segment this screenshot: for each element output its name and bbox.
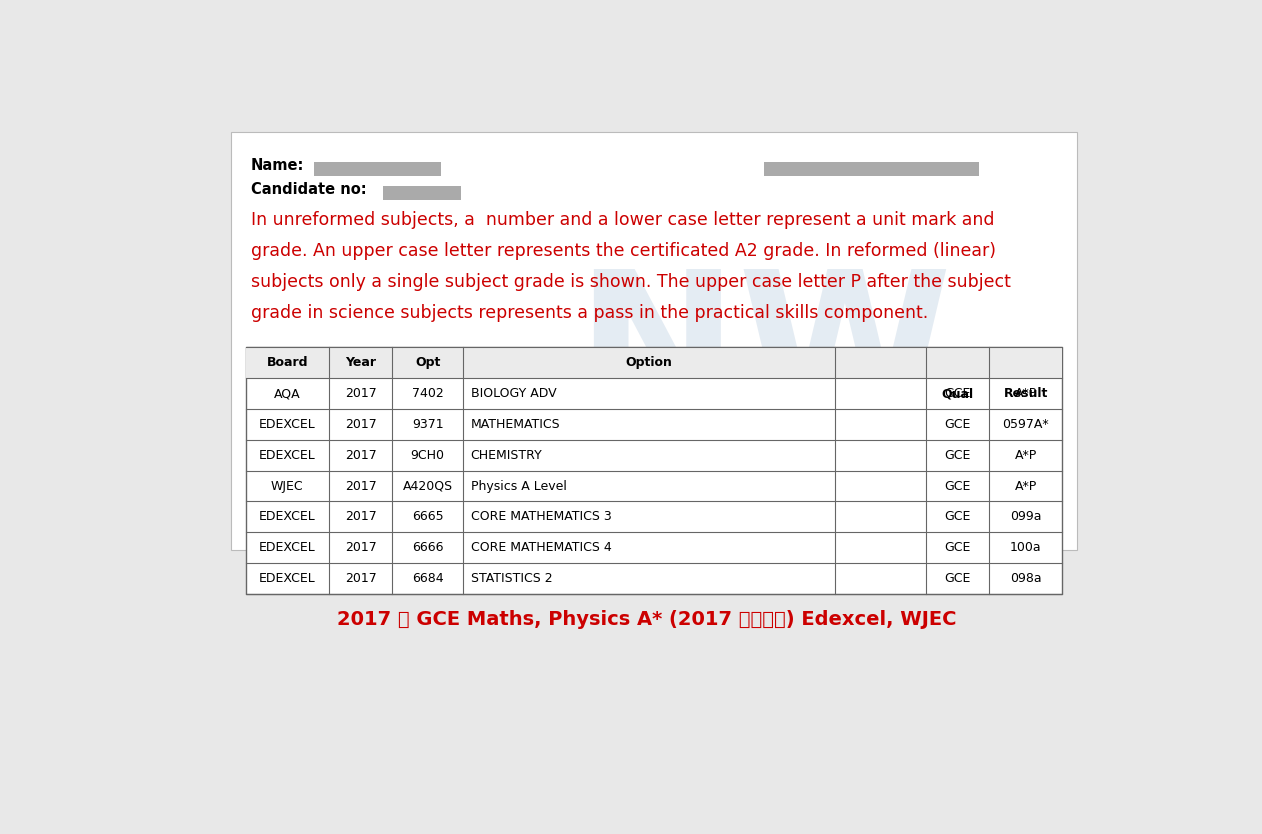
Text: 0597A*: 0597A*	[1002, 418, 1049, 431]
Text: 9371: 9371	[411, 418, 443, 431]
Text: Result: Result	[1003, 387, 1047, 400]
Text: 2017: 2017	[345, 510, 376, 524]
Text: 6665: 6665	[411, 510, 443, 524]
Text: 100a: 100a	[1010, 541, 1041, 554]
Text: grade in science subjects represents a pass in the practical skills component.: grade in science subjects represents a p…	[251, 304, 928, 322]
Text: GCE: GCE	[944, 480, 970, 493]
Text: A*P: A*P	[1015, 449, 1037, 462]
Text: 6684: 6684	[411, 572, 443, 585]
FancyBboxPatch shape	[231, 133, 1078, 550]
Text: grade. An upper case letter represents the certificated A2 grade. In reformed (l: grade. An upper case letter represents t…	[251, 242, 996, 260]
Text: Board: Board	[266, 356, 308, 369]
Text: Physics A Level: Physics A Level	[471, 480, 567, 493]
Text: EDEXCEL: EDEXCEL	[259, 510, 316, 524]
Text: 2017: 2017	[345, 480, 376, 493]
Text: CHEMISTRY: CHEMISTRY	[471, 449, 543, 462]
Text: 2017: 2017	[345, 572, 376, 585]
Text: GCE: GCE	[944, 387, 970, 400]
Text: GCE: GCE	[944, 541, 970, 554]
Text: NW: NW	[575, 263, 953, 451]
Text: A*P: A*P	[1015, 387, 1037, 400]
Text: Candidate no:: Candidate no:	[251, 183, 366, 198]
Text: GCE: GCE	[944, 449, 970, 462]
Text: GCE: GCE	[944, 510, 970, 524]
Text: 2017: 2017	[345, 541, 376, 554]
Text: 9CH0: 9CH0	[410, 449, 444, 462]
Bar	[246, 347, 1063, 378]
Bar	[246, 347, 1063, 594]
Text: GCE: GCE	[944, 572, 970, 585]
Text: AQA: AQA	[274, 387, 300, 400]
Text: subjects only a single subject grade is shown. The upper case letter P after the: subjects only a single subject grade is …	[251, 273, 1011, 291]
FancyBboxPatch shape	[382, 186, 461, 200]
Text: 7402: 7402	[411, 387, 443, 400]
Text: A*P: A*P	[1015, 480, 1037, 493]
Text: 2017: 2017	[345, 387, 376, 400]
Text: CORE MATHEMATICS 3: CORE MATHEMATICS 3	[471, 510, 612, 524]
Text: EDEXCEL: EDEXCEL	[259, 418, 316, 431]
Text: Year: Year	[346, 356, 376, 369]
Text: CORE MATHEMATICS 4: CORE MATHEMATICS 4	[471, 541, 612, 554]
FancyBboxPatch shape	[765, 162, 979, 176]
Text: Qual: Qual	[941, 387, 973, 400]
Text: GCE: GCE	[944, 418, 970, 431]
Text: 098a: 098a	[1010, 572, 1041, 585]
Text: Opt: Opt	[415, 356, 440, 369]
Text: 2017 年 GCE Maths, Physics A* (2017 英國學生) Edexcel, WJEC: 2017 年 GCE Maths, Physics A* (2017 英國學生)…	[337, 610, 957, 629]
FancyBboxPatch shape	[314, 162, 442, 176]
Text: 099a: 099a	[1010, 510, 1041, 524]
Text: Name:: Name:	[251, 158, 304, 173]
Text: STATISTICS 2: STATISTICS 2	[471, 572, 553, 585]
Text: MATHEMATICS: MATHEMATICS	[471, 418, 560, 431]
Text: A420QS: A420QS	[403, 480, 453, 493]
Text: EDEXCEL: EDEXCEL	[259, 449, 316, 462]
Text: Option: Option	[625, 356, 673, 369]
Text: 2017: 2017	[345, 449, 376, 462]
Text: EDEXCEL: EDEXCEL	[259, 572, 316, 585]
Text: BIOLOGY ADV: BIOLOGY ADV	[471, 387, 557, 400]
Text: 6666: 6666	[411, 541, 443, 554]
Text: 2017: 2017	[345, 418, 376, 431]
Text: EDEXCEL: EDEXCEL	[259, 541, 316, 554]
Text: WJEC: WJEC	[271, 480, 304, 493]
Text: In unreformed subjects, a  number and a lower case letter represent a unit mark : In unreformed subjects, a number and a l…	[251, 211, 994, 229]
